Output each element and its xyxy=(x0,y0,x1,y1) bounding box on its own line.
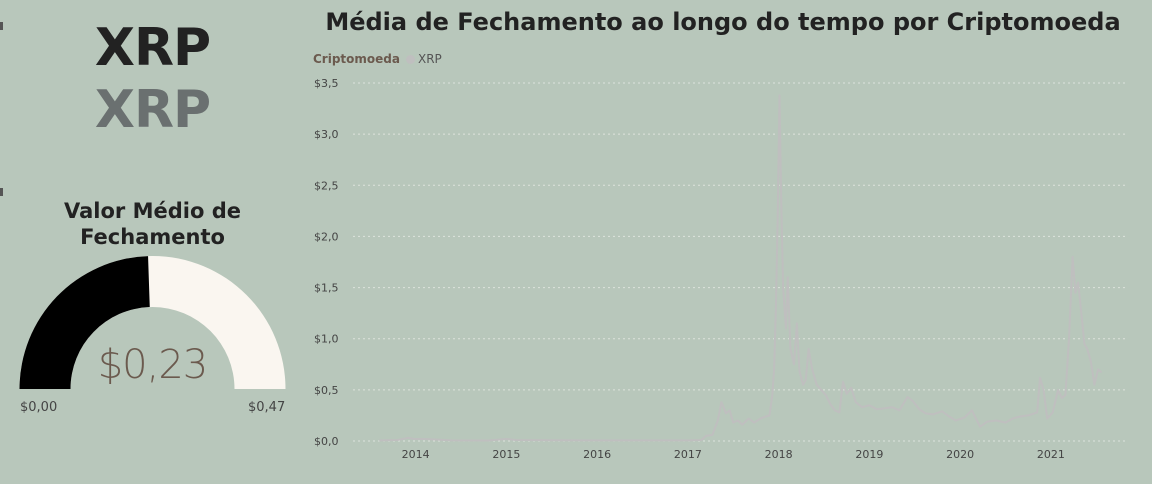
x-tick-label: 2019 xyxy=(855,448,883,461)
legend-title: Criptomoeda xyxy=(313,52,400,66)
gauge-max-label: $0,47 xyxy=(248,400,286,415)
y-tick-label: $1,5 xyxy=(314,282,339,295)
y-tick-label: $3,5 xyxy=(314,77,339,90)
y-tick-label: $1,0 xyxy=(314,333,339,346)
grid-lines xyxy=(353,82,1128,442)
legend-item-xrp[interactable]: XRP xyxy=(417,52,442,66)
series-line-xrp[interactable] xyxy=(379,94,1103,442)
chart-legend[interactable]: Criptomoeda XRP xyxy=(313,52,442,66)
x-tick-label: 2018 xyxy=(765,448,793,461)
x-tick-label: 2017 xyxy=(674,448,702,461)
y-tick-label: $2,5 xyxy=(314,179,339,192)
legend-marker-xrp xyxy=(405,54,415,64)
ticker-title: XRP xyxy=(94,18,211,78)
x-axis: 2014 2015 2016 2017 2018 2019 2020 2021 xyxy=(402,448,1065,461)
x-tick-label: 2016 xyxy=(583,448,611,461)
x-tick-label: 2015 xyxy=(492,448,520,461)
y-tick-label: $3,0 xyxy=(314,128,339,141)
y-axis: $0,0 $0,5 $1,0 $1,5 $2,0 $2,5 $3,0 $3,5 xyxy=(314,77,339,448)
ticker-subtitle: XRP xyxy=(94,80,211,140)
gauge-min-label: $0,00 xyxy=(20,400,58,415)
y-tick-label: $2,0 xyxy=(314,230,339,243)
line-chart[interactable]: $0,0$0,5$1,0$1,5$2,0$2,5$3,0$3,5 2014 201… xyxy=(300,70,1140,470)
gauge-title: Valor Médio de Fechamento xyxy=(64,199,241,249)
series-layer xyxy=(379,94,1103,442)
gauge-fill xyxy=(19,256,150,389)
gauge-chart xyxy=(19,256,286,389)
x-tick-label: 2020 xyxy=(946,448,974,461)
x-tick-label: 2014 xyxy=(402,448,430,461)
y-tick-label: $0,5 xyxy=(314,384,339,397)
gauge-value: $0,23 xyxy=(97,342,209,388)
x-tick-label: 2021 xyxy=(1037,448,1065,461)
chart-title: Média de Fechamento ao longo do tempo po… xyxy=(325,8,1121,36)
y-tick-label: $0,0 xyxy=(314,435,339,448)
left-edge-marker-bottom xyxy=(0,188,3,196)
left-edge-marker-top xyxy=(0,22,3,30)
